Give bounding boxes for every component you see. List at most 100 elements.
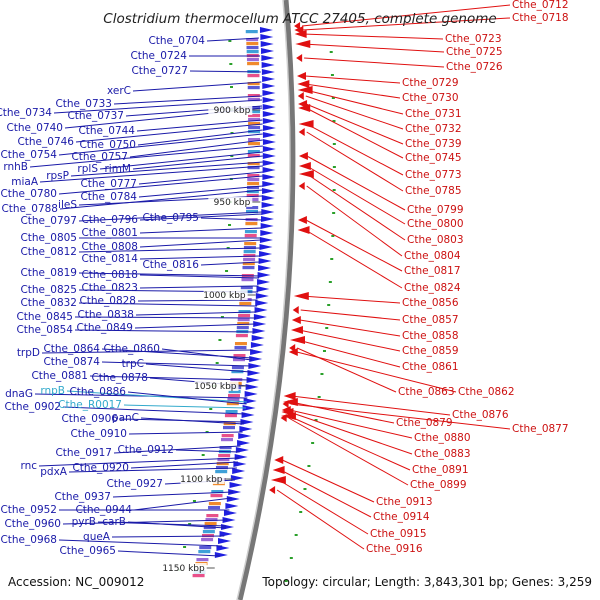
gene-label[interactable]: ileS	[58, 199, 77, 211]
gene-label[interactable]: Cthe_0797	[20, 215, 77, 227]
gene-label[interactable]: Cthe_0864	[43, 343, 100, 355]
gene-label[interactable]: Cthe_0819	[20, 267, 77, 279]
gene-label[interactable]: Cthe_0785	[405, 185, 462, 197]
gene-label[interactable]: Cthe_0727	[131, 65, 188, 77]
gene-label[interactable]: Cthe_0788	[1, 203, 58, 215]
gene-label[interactable]: Cthe_0879	[396, 417, 453, 429]
gene-label[interactable]: Cthe_0825	[20, 284, 77, 296]
gene-label[interactable]: Cthe_0754	[0, 149, 57, 161]
gene-label[interactable]: Cthe_0913	[376, 496, 433, 508]
gene-label[interactable]: Cthe_0920	[72, 462, 129, 474]
gene-label[interactable]: Cthe_0757	[71, 151, 128, 163]
gene-label[interactable]: Cthe_0799	[407, 204, 464, 216]
gene-label[interactable]: Cthe_0732	[405, 123, 462, 135]
gene-label[interactable]: Cthe_0863	[398, 386, 455, 398]
gene-label[interactable]: Cthe_0737	[67, 110, 124, 122]
gene-label[interactable]: Cthe_0718	[512, 12, 569, 24]
gene-label[interactable]: Cthe_0917	[55, 447, 112, 459]
gene-label[interactable]: Cthe_0878	[91, 372, 148, 384]
gene-label[interactable]: Cthe_0902	[4, 401, 61, 413]
gene-label[interactable]: Cthe_0812	[20, 246, 77, 258]
gene-label[interactable]: Cthe_0739	[405, 138, 462, 150]
gene-label[interactable]: Cthe_0858	[402, 330, 459, 342]
gene-label[interactable]: Cthe_0823	[81, 282, 138, 294]
gene-label[interactable]: rimM	[104, 163, 131, 175]
gene-label[interactable]: Cthe_0730	[402, 92, 459, 104]
gene-label[interactable]: Cthe_0862	[458, 386, 515, 398]
gene-label[interactable]: Cthe_0824	[404, 282, 461, 294]
gene-label[interactable]: Cthe_0733	[55, 98, 112, 110]
gene-label[interactable]: Cthe_0745	[405, 152, 462, 164]
gene-label[interactable]: carB	[102, 516, 126, 528]
gene-label[interactable]: Cthe_0880	[414, 432, 471, 444]
gene-label[interactable]: Cthe_0845	[16, 311, 73, 323]
gene-label[interactable]: Cthe_0886	[69, 386, 126, 398]
gene-label[interactable]: Cthe_0712	[512, 0, 569, 11]
gene-label[interactable]: dnaG	[5, 388, 33, 400]
gene-label[interactable]: Cthe_0725	[446, 46, 503, 58]
gene-label[interactable]: panC	[112, 412, 139, 424]
gene-label[interactable]: Cthe_0801	[81, 227, 138, 239]
gene-label[interactable]: Cthe_0910	[70, 428, 127, 440]
gene-label[interactable]: Cthe_0726	[446, 61, 503, 73]
gene-label[interactable]: trpD	[17, 347, 40, 359]
gene-label[interactable]: Cthe_0891	[412, 464, 469, 476]
gene-label[interactable]: Cthe_0817	[404, 265, 461, 277]
gene-label[interactable]: Cthe_0854	[16, 324, 73, 336]
gene-label[interactable]: Cthe_0927	[106, 478, 163, 490]
gene-label[interactable]: Cthe_0744	[78, 125, 135, 137]
gene-label[interactable]: pdxA	[40, 466, 68, 478]
gene-label[interactable]: Cthe_0796	[81, 214, 138, 226]
gene-label[interactable]: Cthe_0881	[31, 370, 88, 382]
gene-label[interactable]: rnc	[20, 460, 37, 472]
gene-label[interactable]: Cthe_0784	[80, 191, 137, 203]
gene-label[interactable]: rnhB	[3, 161, 28, 173]
gene-label[interactable]: Cthe_0803	[407, 234, 464, 246]
gene-label[interactable]: trpC	[122, 358, 144, 370]
gene-label[interactable]: Cthe_0838	[77, 309, 134, 321]
gene-label[interactable]: Cthe_0857	[402, 314, 459, 326]
gene-label[interactable]: Cthe_0849	[76, 322, 133, 334]
gene-label[interactable]: Cthe_0746	[17, 136, 74, 148]
gene-label[interactable]: Cthe_0804	[404, 250, 461, 262]
gene-label[interactable]: Cthe_0780	[0, 188, 57, 200]
gene-label[interactable]: Cthe_0828	[79, 295, 136, 307]
gene-label[interactable]: Cthe_0805	[20, 232, 77, 244]
gene-label[interactable]: Cthe_0968	[0, 534, 57, 546]
gene-label[interactable]: rnpB	[40, 385, 65, 397]
gene-label[interactable]: Cthe_0915	[370, 528, 427, 540]
gene-label[interactable]: Cthe_0960	[4, 518, 61, 530]
gene-label[interactable]: Cthe_0740	[6, 122, 63, 134]
gene-label[interactable]: Cthe_0860	[103, 343, 160, 355]
gene-label[interactable]: Cthe_0883	[414, 448, 471, 460]
gene-label[interactable]: Cthe_0724	[130, 50, 187, 62]
gene-label[interactable]: Cthe_0861	[402, 361, 459, 373]
gene-label[interactable]: Cthe_0937	[54, 491, 111, 503]
gene-label[interactable]: queA	[83, 531, 111, 543]
gene-label[interactable]: Cthe_0808	[81, 241, 138, 253]
gene-label[interactable]: Cthe_0734	[0, 107, 52, 119]
gene-label[interactable]: Cthe_0914	[373, 511, 430, 523]
gene-label[interactable]: rpsP	[46, 170, 69, 182]
gene-label[interactable]: Cthe_0965	[59, 545, 116, 557]
gene-label[interactable]: miaA	[11, 176, 39, 188]
gene-label[interactable]: Cthe_0906	[61, 413, 118, 425]
gene-label[interactable]: Cthe_0952	[0, 504, 57, 516]
gene-label[interactable]: Cthe_0800	[407, 218, 464, 230]
gene-label[interactable]: Cthe_0731	[405, 108, 462, 120]
gene-label[interactable]: Cthe_0916	[366, 543, 423, 555]
gene-label[interactable]: Cthe_R0017	[58, 399, 122, 411]
gene-label[interactable]: Cthe_0874	[43, 356, 100, 368]
gene-label[interactable]: Cthe_0912	[117, 444, 174, 456]
gene-label[interactable]: xerC	[107, 85, 131, 97]
gene-label[interactable]: Cthe_0899	[410, 479, 467, 491]
gene-label[interactable]: Cthe_0777	[80, 178, 137, 190]
gene-label[interactable]: Cthe_0729	[402, 77, 459, 89]
gene-label[interactable]: Cthe_0750	[79, 139, 136, 151]
gene-label[interactable]: Cthe_0859	[402, 345, 459, 357]
gene-label[interactable]: Cthe_0832	[20, 297, 77, 309]
gene-label[interactable]: Cthe_0876	[452, 409, 509, 421]
gene-label[interactable]: Cthe_0795	[142, 212, 199, 224]
gene-label[interactable]: Cthe_0818	[81, 269, 138, 281]
gene-label[interactable]: Cthe_0856	[402, 297, 459, 309]
